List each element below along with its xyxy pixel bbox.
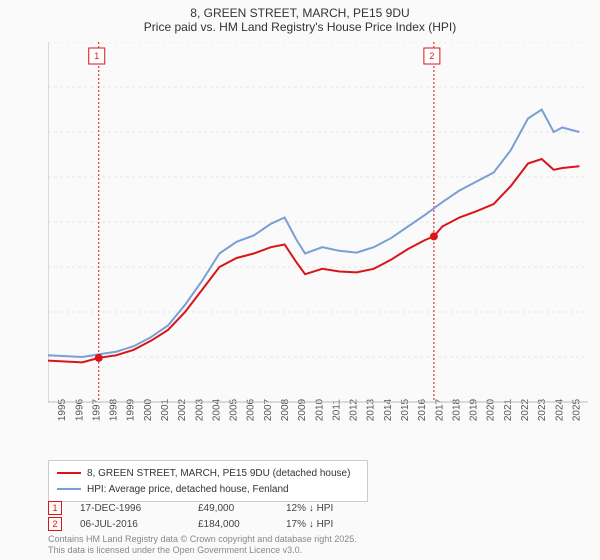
marker-2-price: £184,000 — [198, 519, 268, 530]
attribution: Contains HM Land Registry data © Crown c… — [48, 534, 357, 556]
marker-badge-1-text: 1 — [52, 503, 57, 513]
marker-table: 1 17-DEC-1996 £49,000 12% ↓ HPI 2 06-JUL… — [48, 500, 376, 532]
legend-swatch-series1 — [57, 472, 81, 474]
title-line2: Price paid vs. HM Land Registry's House … — [0, 20, 600, 34]
legend-label-series1: 8, GREEN STREET, MARCH, PE15 9DU (detach… — [87, 468, 350, 479]
marker-badge-2: 2 — [48, 517, 62, 531]
legend-box: 8, GREEN STREET, MARCH, PE15 9DU (detach… — [48, 460, 368, 502]
marker-1-price: £49,000 — [198, 503, 268, 514]
legend-row-series2: HPI: Average price, detached house, Fenl… — [57, 481, 359, 497]
legend-row-series1: 8, GREEN STREET, MARCH, PE15 9DU (detach… — [57, 465, 359, 481]
marker-1-date: 17-DEC-1996 — [80, 503, 180, 514]
marker-badge-1: 1 — [48, 501, 62, 515]
marker-row-1: 1 17-DEC-1996 £49,000 12% ↓ HPI — [48, 500, 376, 516]
chart-container: 8, GREEN STREET, MARCH, PE15 9DU Price p… — [0, 0, 600, 560]
marker-2-pct: 17% ↓ HPI — [286, 519, 376, 530]
legend-swatch-series2 — [57, 488, 81, 490]
legend-label-series2: HPI: Average price, detached house, Fenl… — [87, 484, 289, 495]
marker-1-pct: 12% ↓ HPI — [286, 503, 376, 514]
chart-svg: £0£50K£100K£150K£200K£250K£300K£350K£400… — [48, 42, 588, 432]
title-block: 8, GREEN STREET, MARCH, PE15 9DU Price p… — [0, 0, 600, 36]
attribution-line2: This data is licensed under the Open Gov… — [48, 545, 357, 556]
attribution-line1: Contains HM Land Registry data © Crown c… — [48, 534, 357, 545]
marker-2-date: 06-JUL-2016 — [80, 519, 180, 530]
title-line1: 8, GREEN STREET, MARCH, PE15 9DU — [0, 6, 600, 20]
svg-text:1: 1 — [94, 51, 99, 61]
marker-row-2: 2 06-JUL-2016 £184,000 17% ↓ HPI — [48, 516, 376, 532]
marker-badge-2-text: 2 — [52, 519, 57, 529]
svg-text:2: 2 — [429, 51, 434, 61]
